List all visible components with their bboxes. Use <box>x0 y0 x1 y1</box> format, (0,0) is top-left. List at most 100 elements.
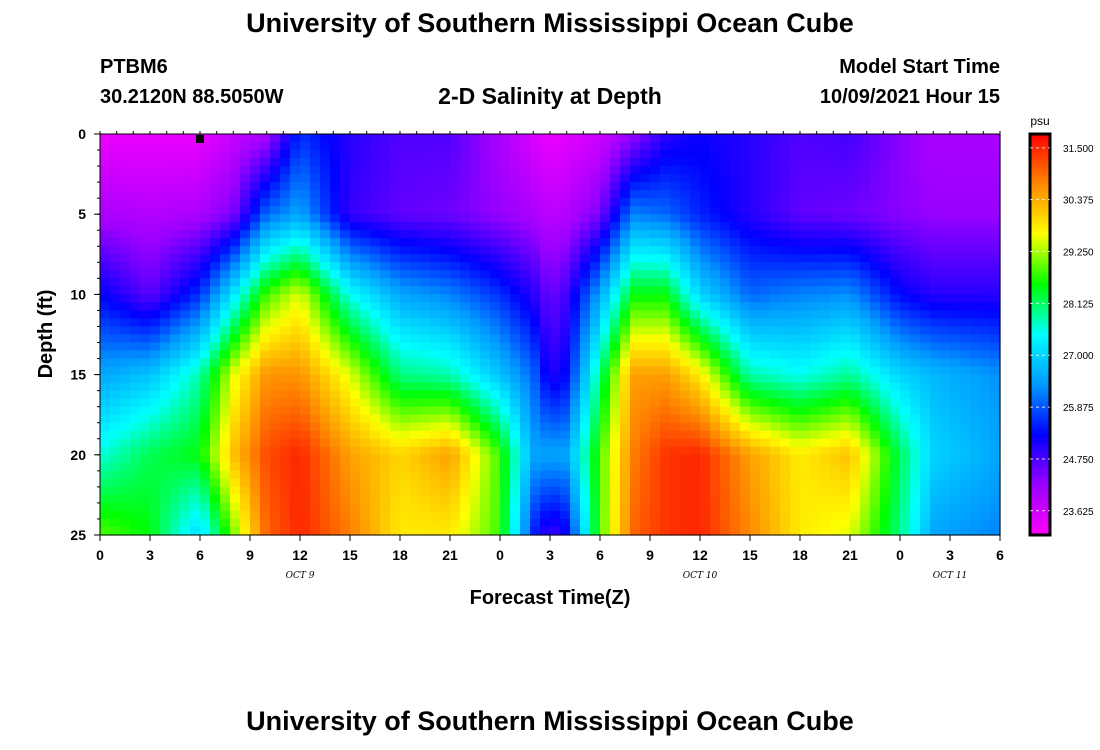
heatmap-cell <box>510 366 521 376</box>
heatmap-cell <box>440 430 451 440</box>
heatmap-cell <box>350 294 361 304</box>
heatmap-cell <box>910 206 921 215</box>
heatmap-cell <box>980 190 991 199</box>
heatmap-cell <box>990 446 1001 456</box>
heatmap-cell <box>900 198 911 207</box>
heatmap-cell <box>320 214 331 223</box>
heatmap-cell <box>810 510 821 520</box>
heatmap-cell <box>590 206 601 215</box>
heatmap-cell <box>240 342 251 352</box>
heatmap-cell <box>260 246 271 255</box>
heatmap-cell <box>990 454 1001 464</box>
heatmap-cell <box>860 494 871 504</box>
heatmap-cell <box>190 142 201 151</box>
heatmap-cell <box>550 366 561 376</box>
heatmap-cell <box>900 446 911 456</box>
heatmap-cell <box>270 134 281 143</box>
heatmap-cell <box>170 286 181 295</box>
heatmap-cell <box>970 406 981 416</box>
heatmap-cell <box>830 526 841 536</box>
heatmap-cell <box>590 454 601 464</box>
heatmap-cell <box>620 326 631 336</box>
heatmap-cell <box>340 414 351 424</box>
heatmap-cell <box>310 398 321 408</box>
heatmap-cell <box>810 438 821 448</box>
heatmap-cell <box>820 486 831 496</box>
heatmap-cell <box>150 262 161 271</box>
heatmap-cell <box>500 462 511 472</box>
heatmap-cell <box>320 270 331 279</box>
heatmap-cell <box>710 166 721 175</box>
heatmap-cell <box>470 142 481 151</box>
heatmap-cell <box>360 502 371 512</box>
heatmap-cell <box>710 190 721 199</box>
heatmap-cell <box>510 454 521 464</box>
heatmap-cell <box>220 510 231 520</box>
heatmap-cell <box>850 230 861 239</box>
heatmap-cell <box>150 318 161 328</box>
heatmap-cell <box>600 246 611 255</box>
heatmap-cell <box>770 182 781 191</box>
heatmap-cell <box>470 262 481 271</box>
heatmap-cell <box>140 366 151 376</box>
heatmap-cell <box>500 398 511 408</box>
heatmap-cell <box>760 190 771 199</box>
colorbar-tick-label: 27.000 <box>1063 351 1094 362</box>
heatmap-cell <box>280 414 291 424</box>
heatmap-cell <box>960 350 971 360</box>
heatmap-cell <box>190 414 201 424</box>
heatmap-cell <box>180 262 191 271</box>
heatmap-cell <box>490 150 501 159</box>
heatmap-cell <box>680 526 691 536</box>
heatmap-cell <box>690 430 701 440</box>
heatmap-cell <box>670 502 681 512</box>
heatmap-cell <box>330 222 341 231</box>
heatmap-cell <box>670 206 681 215</box>
heatmap-cell <box>920 278 931 287</box>
heatmap-cell <box>480 462 491 472</box>
heatmap-cell <box>940 222 951 231</box>
heatmap-cell <box>370 254 381 263</box>
heatmap-cell <box>110 438 121 448</box>
heatmap-cell <box>240 254 251 263</box>
heatmap-cell <box>970 254 981 263</box>
heatmap-cell <box>280 494 291 504</box>
heatmap-cell <box>770 398 781 408</box>
heatmap-cell <box>180 430 191 440</box>
heatmap-cell <box>250 430 261 440</box>
heatmap-cell <box>890 214 901 223</box>
heatmap-cell <box>160 230 171 239</box>
heatmap-cell <box>970 358 981 368</box>
heatmap-cell <box>910 270 921 279</box>
heatmap-cell <box>430 478 441 488</box>
heatmap-cell <box>900 286 911 295</box>
heatmap-cell <box>750 454 761 464</box>
heatmap-cell <box>880 294 891 304</box>
heatmap-cell <box>250 150 261 159</box>
heatmap-cell <box>200 246 211 255</box>
heatmap-cell <box>460 174 471 183</box>
heatmap-cell <box>250 422 261 432</box>
heatmap-cell <box>310 334 321 344</box>
heatmap-cell <box>320 142 331 151</box>
heatmap-cell <box>930 238 941 247</box>
heatmap-cell <box>740 510 751 520</box>
heatmap-cell <box>990 350 1001 360</box>
heatmap-cell <box>340 446 351 456</box>
heatmap-cell <box>210 438 221 448</box>
heatmap-cell <box>860 294 871 304</box>
heatmap-cell <box>920 406 931 416</box>
heatmap-cell <box>770 462 781 472</box>
heatmap-cell <box>110 446 121 456</box>
heatmap-cell <box>150 294 161 304</box>
heatmap-cell <box>800 254 811 263</box>
heatmap-cell <box>430 326 441 336</box>
heatmap-cell <box>480 310 491 320</box>
heatmap-cell <box>690 518 701 528</box>
heatmap-cell <box>320 166 331 175</box>
heatmap-cell <box>710 454 721 464</box>
heatmap-cell <box>980 430 991 440</box>
heatmap-cell <box>620 294 631 304</box>
heatmap-cell <box>460 366 471 376</box>
heatmap-cell <box>840 430 851 440</box>
